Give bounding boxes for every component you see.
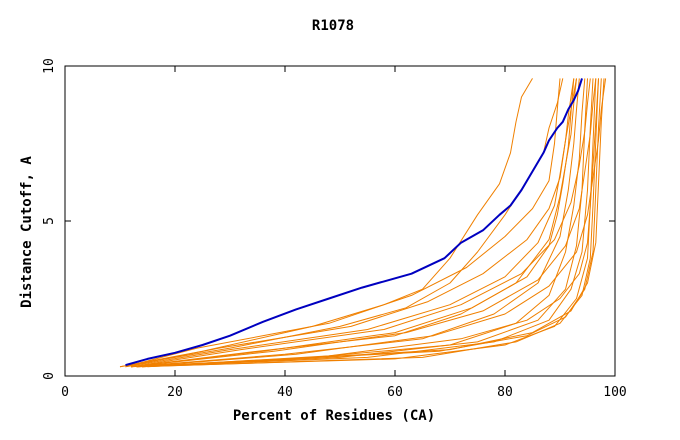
- chart-title: R1078: [312, 18, 354, 34]
- model-line-2: [119, 78, 564, 368]
- model-line-11: [141, 78, 602, 368]
- model-line-14: [130, 78, 591, 368]
- model-line-9: [136, 78, 597, 368]
- model-line-8: [136, 78, 594, 368]
- model-line-16: [136, 78, 607, 368]
- model-line-18: [141, 78, 599, 368]
- model-line-1: [119, 78, 533, 368]
- highlight-model-line: [125, 78, 583, 367]
- model-line-6: [130, 78, 586, 368]
- model-line-3: [125, 78, 575, 368]
- plot-frame: [64, 65, 616, 377]
- y-axis-label: Distance Cutoff, A: [19, 156, 35, 308]
- model-line-19: [130, 78, 575, 368]
- model-line-17: [125, 78, 561, 368]
- x-tick-label: 80: [497, 385, 513, 400]
- x-axis-label: Percent of Residues (CA): [233, 408, 435, 424]
- y-tick-label: 10: [42, 58, 57, 74]
- x-tick-label: 40: [277, 385, 293, 400]
- model-line-4: [130, 78, 577, 368]
- x-tick-label: 0: [61, 385, 69, 400]
- model-line-5: [130, 78, 580, 368]
- axis-ticks: 0 20 40 60 80 100 0 5 10: [42, 58, 627, 400]
- x-tick-label: 60: [387, 385, 403, 400]
- y-tick-label: 5: [42, 217, 57, 225]
- x-tick-label: 100: [603, 385, 626, 400]
- model-line-15: [130, 78, 597, 368]
- model-line-7: [136, 78, 588, 368]
- plot-lines: [119, 78, 607, 368]
- model-line-13: [125, 78, 577, 368]
- y-tick-label: 0: [42, 372, 57, 380]
- model-line-12: [147, 78, 605, 368]
- x-tick-label: 20: [167, 385, 183, 400]
